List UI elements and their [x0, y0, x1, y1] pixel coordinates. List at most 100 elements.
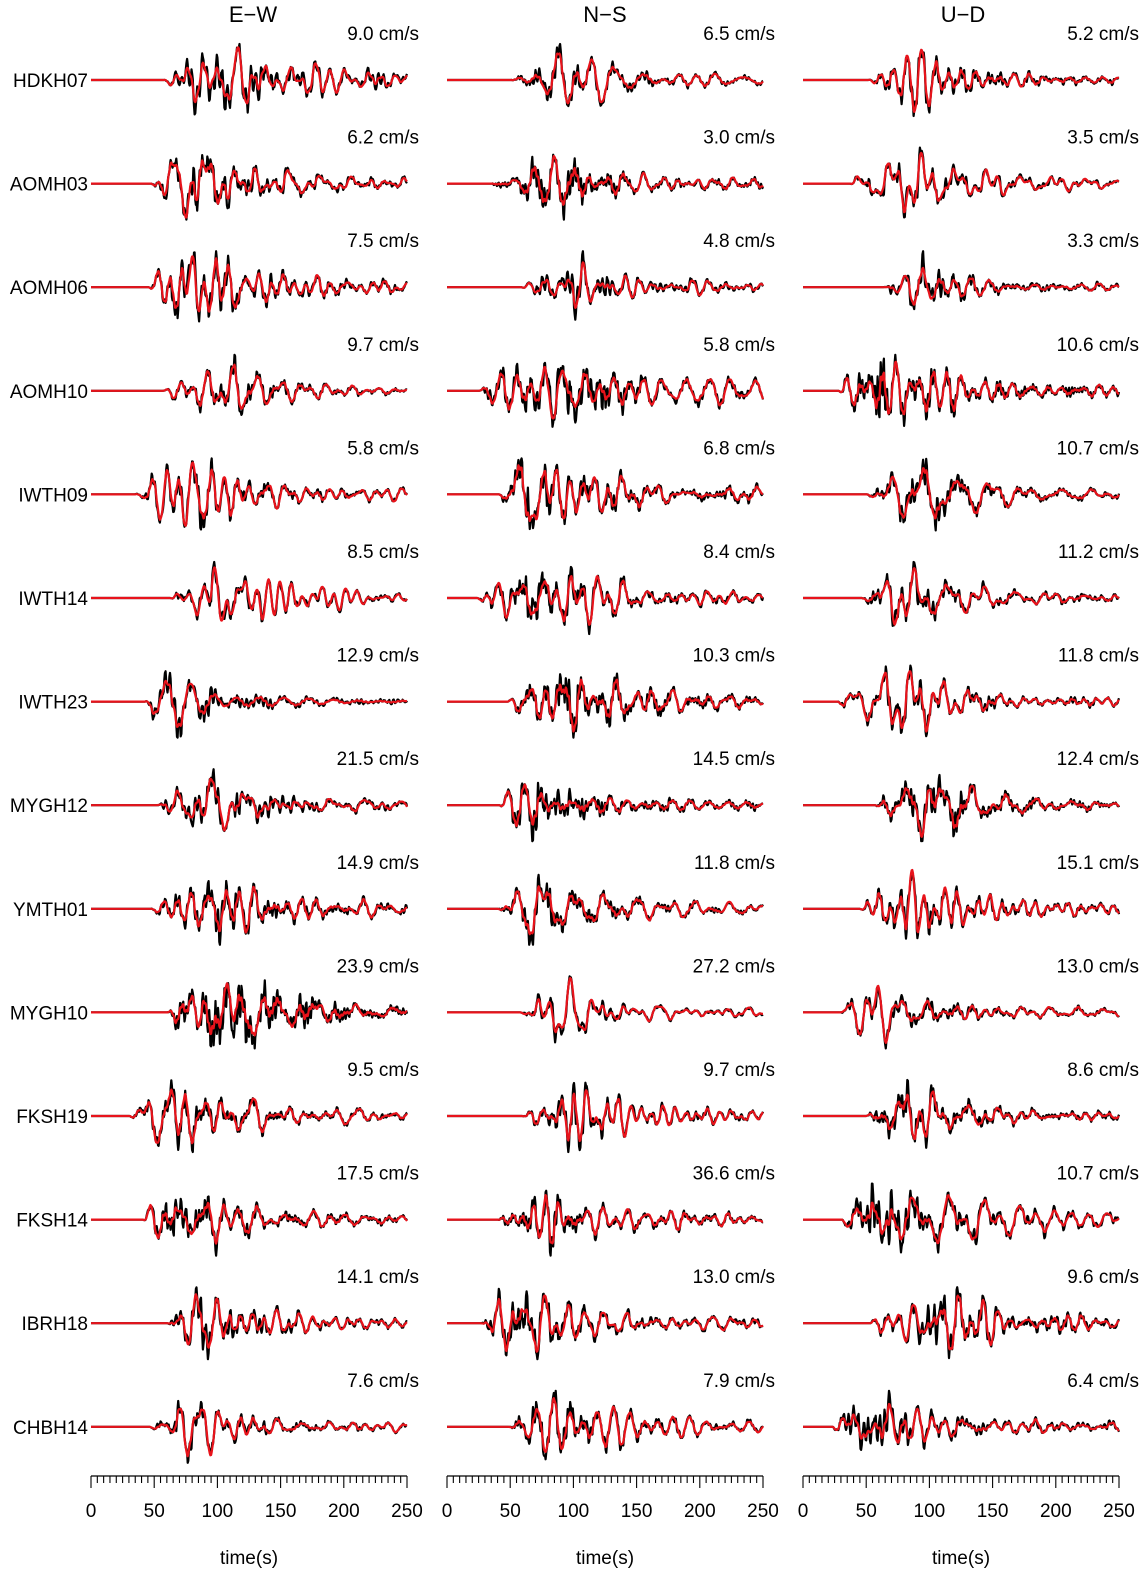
observed-waveform: [90, 979, 409, 1050]
peak-velocity-label: 4.8 cm/s: [703, 231, 775, 252]
peak-velocity-label: 11.8 cm/s: [694, 853, 775, 874]
observed-waveform: [802, 1182, 1120, 1254]
peak-velocity-label: 9.0 cm/s: [347, 24, 419, 45]
synthetic-waveform: [90, 982, 408, 1037]
peak-velocity-label: 7.9 cm/s: [703, 1371, 775, 1392]
observed-waveform: [802, 51, 1120, 118]
time-tick-label: 250: [1103, 1501, 1135, 1522]
synthetic-waveform: [446, 1397, 764, 1454]
peak-velocity-label: 12.4 cm/s: [1057, 749, 1139, 770]
peak-velocity-label: 7.5 cm/s: [347, 231, 419, 252]
station-label: YMTH01: [13, 900, 88, 921]
synthetic-waveform: [90, 885, 408, 934]
observed-waveform: [446, 1389, 764, 1461]
peak-velocity-label: 10.7 cm/s: [1057, 1164, 1139, 1185]
synthetic-waveform: [90, 679, 408, 728]
peak-velocity-label: 23.9 cm/s: [337, 956, 419, 977]
station-label: MYGH12: [10, 796, 88, 817]
synthetic-waveform: [802, 151, 1120, 214]
time-tick-label: 200: [684, 1501, 716, 1522]
peak-velocity-label: 7.6 cm/s: [347, 1371, 419, 1392]
time-tick-label: 150: [621, 1501, 653, 1522]
station-label: MYGH10: [10, 1003, 88, 1024]
peak-velocity-label: 14.1 cm/s: [337, 1267, 419, 1288]
peak-velocity-label: 3.0 cm/s: [703, 128, 775, 149]
synthetic-waveform: [90, 255, 408, 313]
time-tick-label: 250: [391, 1501, 423, 1522]
synthetic-waveform: [802, 360, 1120, 416]
peak-velocity-label: 9.7 cm/s: [703, 1060, 775, 1081]
time-tick-label: 0: [86, 1501, 97, 1522]
time-tick-label: 150: [977, 1501, 1009, 1522]
column-title: N−S: [583, 2, 626, 27]
synthetic-waveform: [446, 154, 764, 206]
peak-velocity-label: 3.3 cm/s: [1067, 231, 1139, 252]
time-tick-label: 0: [798, 1501, 809, 1522]
station-label: AOMH10: [10, 382, 88, 403]
station-label: AOMH03: [10, 175, 88, 196]
synthetic-waveform: [802, 1402, 1120, 1444]
synthetic-waveform: [446, 575, 764, 626]
column-titles: E−W N−S U−D: [229, 2, 985, 27]
synthetic-waveform: [446, 261, 764, 309]
synthetic-waveform: [802, 1294, 1120, 1351]
peak-velocity-label: 9.7 cm/s: [347, 335, 419, 356]
peak-velocity-label: 10.3 cm/s: [693, 646, 775, 667]
synthetic-waveform: [446, 1089, 764, 1143]
peak-velocity-label: 8.6 cm/s: [1067, 1060, 1139, 1081]
peak-velocity-label: 3.5 cm/s: [1067, 128, 1139, 149]
peak-velocity-label: 15.1 cm/s: [1057, 853, 1139, 874]
time-tick-label: 200: [1040, 1501, 1072, 1522]
synthetic-waveform: [802, 567, 1120, 626]
peak-velocity-label: 17.5 cm/s: [337, 1164, 419, 1185]
peak-velocity-label: 6.2 cm/s: [347, 128, 419, 149]
synthetic-waveform: [802, 784, 1120, 838]
station-label: IBRH18: [21, 1314, 88, 1335]
observed-waveform: [446, 781, 764, 843]
peak-velocity-label: 27.2 cm/s: [693, 956, 775, 977]
observed-waveform: [802, 560, 1120, 627]
peak-velocity-label: 13.0 cm/s: [1057, 956, 1139, 977]
synthetic-waveform: [90, 461, 408, 527]
peak-velocity-label: 5.8 cm/s: [347, 438, 419, 459]
peak-velocity-label: 6.5 cm/s: [703, 24, 775, 45]
synthetic-waveform: [446, 1194, 764, 1245]
peak-velocity-label: 10.6 cm/s: [1057, 335, 1139, 356]
observed-waveform: [802, 250, 1120, 311]
observed-waveform: [802, 664, 1121, 738]
column-title: E−W: [229, 2, 278, 27]
observed-waveform: [90, 154, 408, 221]
peak-velocity-label: 8.4 cm/s: [703, 542, 775, 563]
time-tick-label: 50: [500, 1501, 521, 1522]
synthetic-waveform: [802, 1194, 1120, 1245]
peak-velocity-label: 9.5 cm/s: [347, 1060, 419, 1081]
peak-velocity-label: 6.4 cm/s: [1067, 1371, 1139, 1392]
time-tick-label: 100: [558, 1501, 590, 1522]
station-label: CHBH14: [13, 1418, 88, 1439]
observed-waveform: [446, 250, 764, 321]
column-title: U−D: [941, 2, 986, 27]
synthetic-waveform: [446, 885, 764, 936]
synthetic-waveform: [802, 1090, 1120, 1141]
peak-velocity-label: 14.9 cm/s: [337, 853, 419, 874]
synthetic-waveform: [90, 566, 408, 622]
station-label: FKSH14: [16, 1211, 88, 1232]
synthetic-waveform: [802, 48, 1120, 113]
synthetic-waveform: [90, 159, 408, 219]
time-tick-label: 100: [202, 1501, 234, 1522]
synthetic-waveform: [802, 266, 1120, 306]
synthetic-waveform: [802, 670, 1120, 733]
peak-velocity-label: 10.7 cm/s: [1057, 438, 1139, 459]
synthetic-waveform: [446, 976, 764, 1034]
station-label: HDKH07: [13, 71, 88, 92]
synthetic-waveform: [446, 365, 765, 420]
observed-waveform: [90, 560, 408, 623]
peak-velocity-label: 5.2 cm/s: [1067, 24, 1139, 45]
synthetic-waveform: [90, 1407, 408, 1458]
station-label: IWTH14: [18, 589, 88, 610]
peak-velocity-label: 6.8 cm/s: [703, 438, 775, 459]
synthetic-waveform: [446, 783, 764, 828]
station-label: AOMH06: [10, 278, 88, 299]
peak-velocity-label: 11.2 cm/s: [1058, 542, 1139, 563]
synthetic-waveform: [90, 1201, 408, 1245]
